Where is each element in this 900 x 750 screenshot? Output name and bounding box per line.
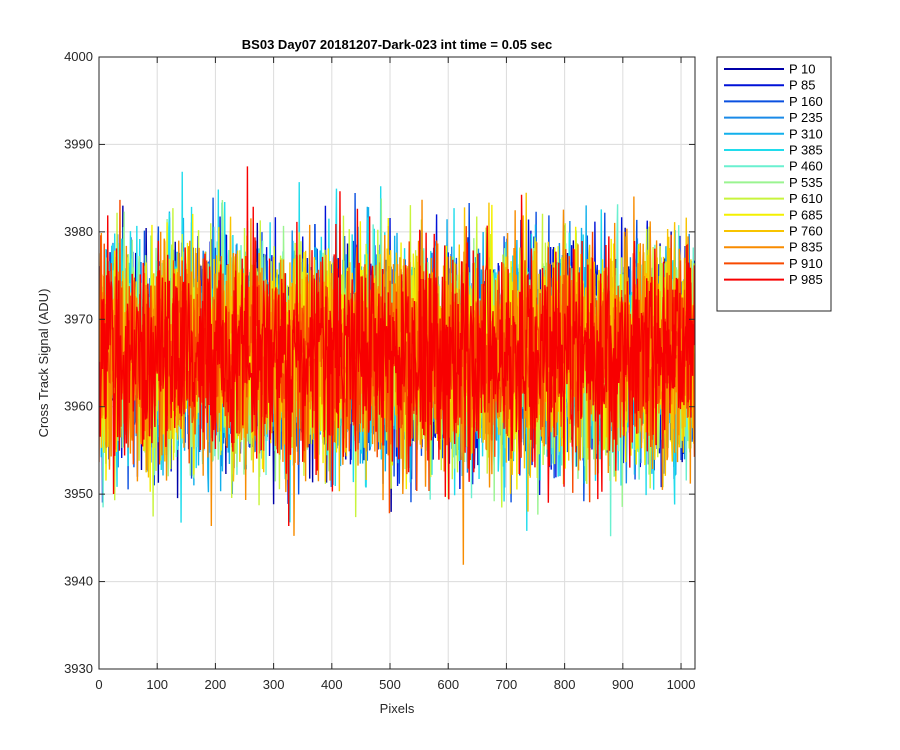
legend-label: P 535 (789, 175, 823, 190)
x-tick-label: 900 (612, 677, 634, 692)
legend-label: P 10 (789, 62, 816, 77)
axis-ticks: 0 100 200 300 400 500 600 700 800 900 1000 3930 3940… (64, 49, 695, 692)
x-tick-label: 1000 (667, 677, 696, 692)
legend-label: P 385 (789, 143, 823, 158)
x-tick-label: 0 (95, 677, 102, 692)
y-tick-label: 3990 (64, 136, 93, 151)
legend-box (716, 56, 832, 312)
y-tick-label: 3960 (64, 399, 93, 414)
x-tick-label: 800 (554, 677, 576, 692)
legend-label: P 760 (789, 224, 823, 239)
y-tick-label: 3940 (64, 574, 93, 589)
y-tick-label: 3950 (64, 486, 93, 501)
series-lines (99, 166, 695, 565)
x-axis-label: Pixels (380, 701, 415, 716)
legend-label: P 835 (789, 240, 823, 255)
chart-title: BS03 Day07 20181207-Dark-023 int time = … (242, 37, 552, 52)
plot-frame (98, 56, 696, 670)
legend-label: P 85 (789, 78, 816, 93)
y-tick-label: 3930 (64, 661, 93, 676)
legend-label: P 235 (789, 110, 823, 125)
legend-label: P 985 (789, 272, 823, 287)
x-tick-label: 100 (146, 677, 168, 692)
legend-label: P 685 (789, 207, 823, 222)
legend-label: P 160 (789, 94, 823, 109)
legend-label: P 610 (789, 191, 823, 206)
x-tick-label: 500 (379, 677, 401, 692)
x-tick-label: 700 (496, 677, 518, 692)
x-tick-label: 300 (263, 677, 285, 692)
y-axis-label: Cross Track Signal (ADU) (36, 289, 51, 438)
legend-label: P 460 (789, 159, 823, 174)
x-tick-label: 400 (321, 677, 343, 692)
x-tick-label: 200 (205, 677, 227, 692)
y-tick-label: 4000 (64, 49, 93, 64)
legend-label: P 910 (789, 256, 823, 271)
y-tick-label: 3980 (64, 224, 93, 239)
y-tick-label: 3970 (64, 311, 93, 326)
series-line-p985 (99, 166, 695, 527)
legend-label: P 310 (789, 126, 823, 141)
x-tick-label: 600 (437, 677, 459, 692)
